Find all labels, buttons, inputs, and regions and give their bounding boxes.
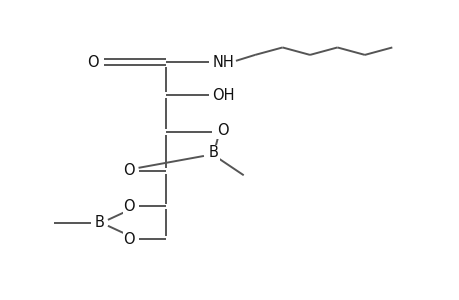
Text: B: B (208, 146, 218, 160)
Text: O: O (123, 199, 135, 214)
Text: NH: NH (212, 55, 234, 70)
Text: O: O (123, 232, 135, 247)
Text: O: O (87, 55, 98, 70)
Text: B: B (95, 215, 104, 230)
Text: O: O (123, 163, 135, 178)
Text: O: O (217, 123, 229, 138)
Text: OH: OH (212, 88, 234, 103)
